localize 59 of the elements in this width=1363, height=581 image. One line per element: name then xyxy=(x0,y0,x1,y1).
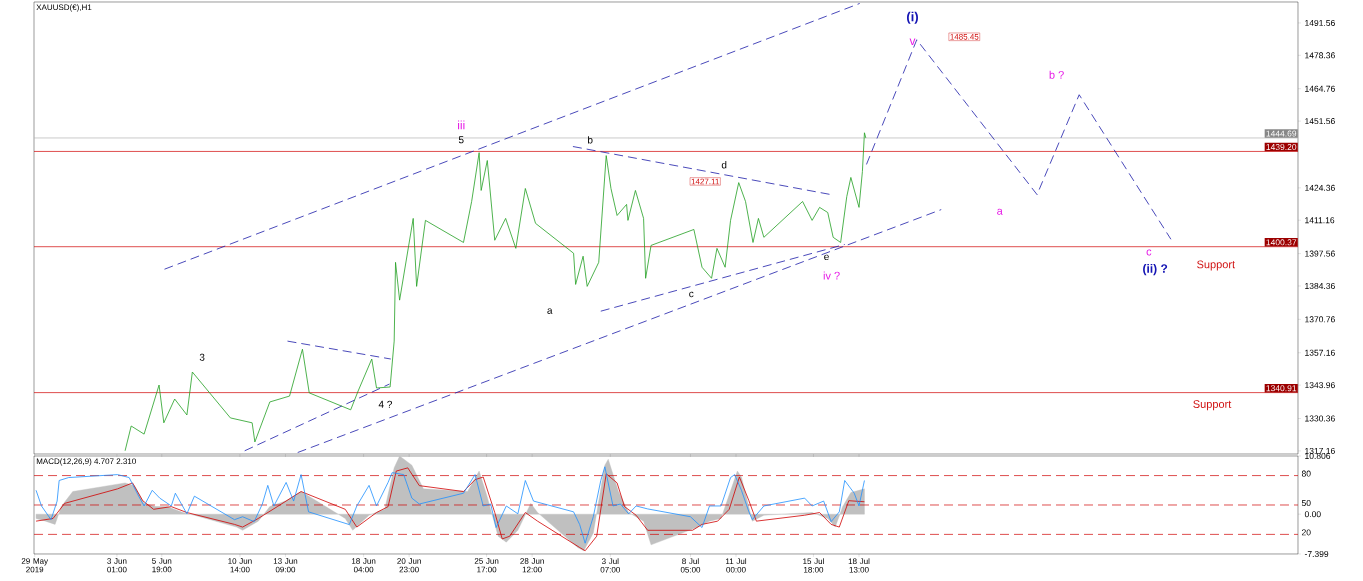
annotation: (i) xyxy=(907,11,918,24)
annotation: (ii) ? xyxy=(1143,263,1168,276)
chart-title: XAUUSD(€),H1 xyxy=(36,4,92,12)
ref-line-label: 1400.37 xyxy=(1266,239,1297,246)
y-tick-label: 1357.16 xyxy=(1305,349,1335,356)
annotation: c xyxy=(689,291,694,298)
x-tick-label: 13 Jun 09:00 xyxy=(273,558,298,573)
annotation: Support xyxy=(1197,260,1236,271)
annotation: iv ? xyxy=(823,271,840,280)
y-tick-label: 10.806 xyxy=(1305,452,1331,459)
y-tick-label: 1478.36 xyxy=(1305,52,1335,59)
x-tick-label: 3 Jun 01:00 xyxy=(107,558,127,573)
annotation: e xyxy=(824,254,829,261)
y-tick-label: 1370.76 xyxy=(1305,316,1335,323)
ref-line-label: 1439.20 xyxy=(1266,144,1297,151)
annotation: 3 xyxy=(199,353,205,361)
x-tick-label: 28 Jun 12:00 xyxy=(520,558,544,573)
y-tick-label: 1491.56 xyxy=(1305,19,1335,26)
y-tick-label: 1464.76 xyxy=(1305,85,1335,92)
x-tick-label: 5 Jun 19:00 xyxy=(152,558,172,573)
annotation: v xyxy=(909,38,916,45)
annotation: a xyxy=(547,308,553,314)
annotation: 1427.11 xyxy=(691,178,719,185)
y2-tick-label: 50 xyxy=(1301,499,1311,506)
x-tick-label: 29 May 2019 xyxy=(21,558,49,573)
ref-line-label: 1444.69 xyxy=(1266,130,1297,137)
annotation: iii xyxy=(458,120,465,130)
annotation: c xyxy=(1146,249,1152,256)
chart-title: MACD(12,26,9) 4.707 2.310 xyxy=(36,458,136,466)
x-tick-label: 18 Jul 13:00 xyxy=(848,558,870,573)
y-tick-label: 1343.96 xyxy=(1305,382,1335,389)
y-tick-label: 1384.36 xyxy=(1305,283,1335,289)
x-tick-label: 20 Jun 23:00 xyxy=(397,558,421,573)
y-tick-label: 0.00 xyxy=(1304,511,1321,518)
y-tick-label: 1330.36 xyxy=(1305,415,1335,422)
annotation: b xyxy=(588,136,593,144)
x-tick-label: 11 Jul 00:00 xyxy=(726,558,747,573)
y-tick-label: 1317.16 xyxy=(1305,447,1335,454)
annotation: d xyxy=(721,161,727,169)
x-tick-label: 25 Jun 17:00 xyxy=(474,558,499,573)
y-tick-label: 1451.56 xyxy=(1305,118,1335,125)
ref-line-label: 1340.91 xyxy=(1266,385,1297,392)
x-tick-label: 18 Jun 04:00 xyxy=(351,558,376,573)
x-tick-label: 15 Jul 18:00 xyxy=(803,558,824,573)
y2-tick-label: 20 xyxy=(1301,529,1311,536)
y-tick-label: 1397.56 xyxy=(1305,250,1335,257)
y-tick-label: 1411.16 xyxy=(1305,217,1335,224)
y2-tick-label: 80 xyxy=(1301,470,1311,477)
x-tick-label: 8 Jul 05:00 xyxy=(680,558,701,573)
annotation: 1485.45 xyxy=(950,33,979,40)
x-tick-label: 10 Jun 14:00 xyxy=(228,558,252,573)
annotation: b ? xyxy=(1049,70,1064,79)
annotation: 4 ? xyxy=(378,400,392,408)
annotation: 5 xyxy=(458,136,464,144)
annotation: Support xyxy=(1193,400,1232,411)
y-tick-label: 1424.36 xyxy=(1305,184,1335,191)
x-tick-label: 3 Jul 07:00 xyxy=(600,558,620,573)
y-tick-label: -7.399 xyxy=(1304,550,1329,557)
annotation: a xyxy=(997,208,1003,215)
